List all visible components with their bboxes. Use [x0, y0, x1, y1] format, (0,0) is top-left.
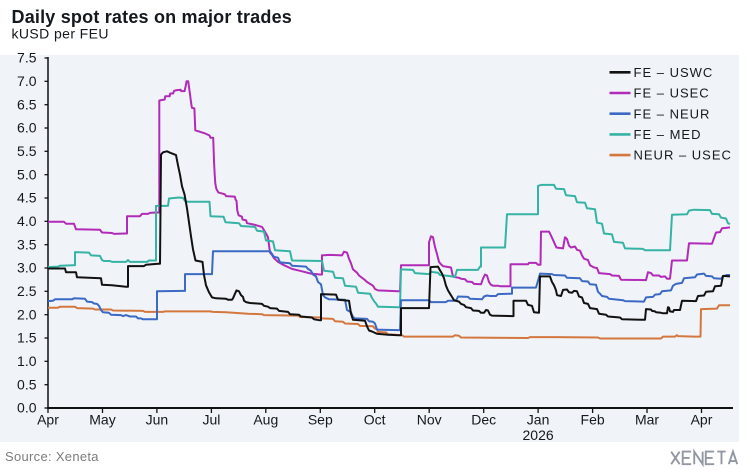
svg-text:2.5: 2.5	[17, 283, 37, 299]
svg-text:3.0: 3.0	[17, 260, 37, 276]
svg-text:2.0: 2.0	[17, 306, 37, 322]
svg-text:1.0: 1.0	[17, 353, 37, 369]
svg-text:NEUR – USEC: NEUR – USEC	[634, 148, 732, 163]
svg-text:Nov: Nov	[417, 412, 442, 428]
svg-text:2026: 2026	[523, 427, 554, 443]
svg-text:Jul: Jul	[202, 412, 220, 428]
svg-text:7.0: 7.0	[17, 73, 37, 89]
svg-text:Apr: Apr	[691, 412, 713, 428]
svg-text:May: May	[89, 412, 115, 428]
svg-text:Apr: Apr	[37, 412, 59, 428]
svg-text:3.5: 3.5	[17, 236, 37, 252]
svg-text:7.5: 7.5	[17, 50, 37, 66]
svg-text:Feb: Feb	[581, 412, 605, 428]
svg-text:4.0: 4.0	[17, 213, 37, 229]
svg-text:1.5: 1.5	[17, 330, 37, 346]
svg-text:5.0: 5.0	[17, 166, 37, 182]
svg-text:Aug: Aug	[253, 412, 278, 428]
svg-text:Sep: Sep	[308, 412, 333, 428]
svg-text:6.5: 6.5	[17, 96, 37, 112]
svg-text:FE – MED: FE – MED	[634, 127, 702, 142]
svg-text:Jun: Jun	[146, 412, 169, 428]
svg-text:Mar: Mar	[635, 412, 659, 428]
svg-text:FE – USWC: FE – USWC	[634, 65, 714, 80]
svg-text:FE – NEUR: FE – NEUR	[634, 106, 711, 121]
svg-text:kUSD per FEU: kUSD per FEU	[12, 26, 109, 42]
svg-text:Oct: Oct	[364, 412, 386, 428]
svg-text:5.5: 5.5	[17, 143, 37, 159]
svg-text:Source: Xeneta: Source: Xeneta	[5, 449, 99, 464]
svg-text:4.5: 4.5	[17, 190, 37, 206]
svg-text:Dec: Dec	[471, 412, 496, 428]
svg-text:0.5: 0.5	[17, 376, 37, 392]
svg-text:Daily spot rates on major trad: Daily spot rates on major trades	[12, 7, 293, 27]
svg-text:0.0: 0.0	[17, 400, 37, 416]
svg-text:FE – USEC: FE – USEC	[634, 86, 710, 101]
svg-text:6.0: 6.0	[17, 120, 37, 136]
svg-text:Jan: Jan	[527, 412, 550, 428]
